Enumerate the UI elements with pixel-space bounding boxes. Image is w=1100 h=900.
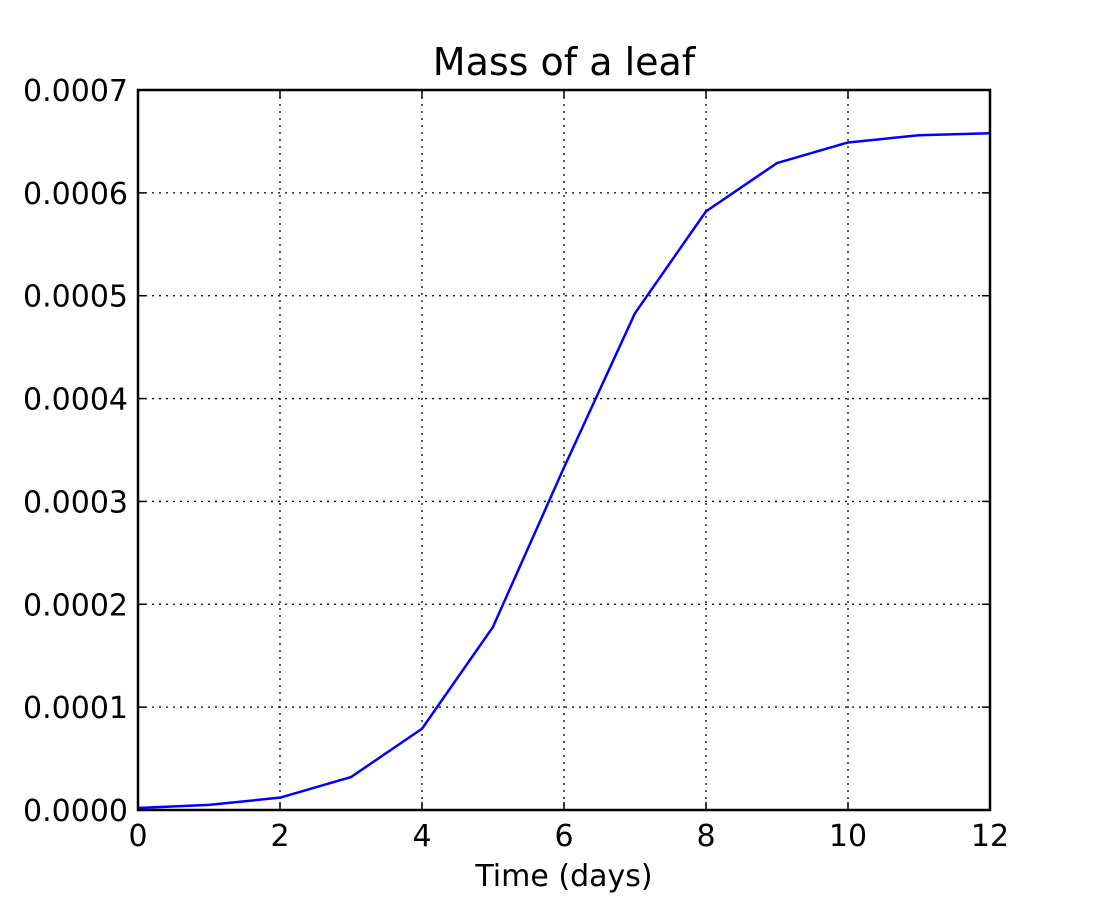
y-tick-label: 0.0002 [23,588,128,623]
x-axis-label: Time (days) [474,859,652,894]
y-tick-label: 0.0001 [23,691,128,726]
plot-frame [136,88,992,812]
y-tick-label: 0.0006 [23,177,128,212]
x-tick-label: 2 [270,819,289,854]
x-tick-label: 10 [829,819,867,854]
y-tick-label: 0.0003 [23,485,128,520]
x-tick-label: 0 [128,819,147,854]
y-tick-labels: 0.0000 0.0001 0.0002 0.0003 0.0004 0.0005 0.00… [23,74,128,829]
y-tick-label: 0.0007 [23,74,128,109]
axis-ticks [137,89,991,811]
y-tick-label: 0.0004 [23,383,128,418]
x-tick-label: 8 [696,819,715,854]
series-line [137,131,991,810]
grid-lines [138,90,990,810]
x-tick-label: 12 [971,819,1009,854]
series-layer [137,131,991,810]
x-tick-labels: 0 2 4 6 8 10 12 [128,819,1009,854]
x-tick-label: 6 [554,819,573,854]
y-tick-label: 0.0005 [23,280,128,315]
chart-title: Mass of a leaf [433,40,697,84]
y-tick-label: 0.0000 [23,794,128,829]
x-tick-label: 4 [412,819,431,854]
